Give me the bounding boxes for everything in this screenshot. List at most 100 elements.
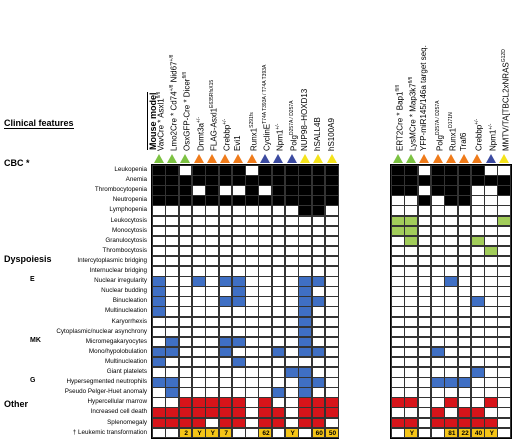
heatmap-cell [391,185,405,196]
model-label: OsxGFP-Cre * Dicerfl/fl [180,72,193,151]
heatmap-cell [470,255,485,267]
heatmap-cell [311,336,326,348]
model-label: Crebbp+/- [472,119,485,151]
heatmap-cell [218,195,233,206]
heatmap-cell [311,306,326,317]
heatmap-cell [298,397,313,408]
heatmap-cell [470,387,485,398]
heatmap-cell [191,296,206,307]
heatmap-cell [178,245,193,257]
heatmap-cell [470,185,485,196]
row-label: Mono/hypolobulation [88,347,147,355]
leukemic-transformation-value: 62 [262,429,270,437]
heatmap-cell [484,316,498,328]
heatmap-cell [298,205,313,216]
heatmap-cell [444,175,458,186]
heatmap-cell [245,195,259,206]
heatmap-cell [470,397,485,408]
heatmap-cell [298,356,313,368]
heatmap-cell [218,346,233,358]
heatmap-cell [484,255,498,267]
model-name: NUP98–HOXD13 [299,88,309,151]
heatmap-cell [457,306,472,317]
heatmap-cell [271,407,286,418]
heatmap-cell [205,276,219,287]
heatmap-cell [231,346,246,358]
heatmap-cell [152,336,166,348]
heatmap-cell [444,316,458,328]
model-label: PolgD257A / D257A [287,101,300,151]
heatmap-cell [178,367,193,378]
heatmap-cell [271,377,286,388]
row-label-box: Mono/hypolobulation [0,348,147,358]
row-label-box: Binucleation [0,297,147,307]
heatmap-cell [324,165,339,176]
heatmap-cell [497,397,512,408]
model-superscript: D257A / D257A [288,100,295,135]
heatmap-cell [484,377,498,388]
heatmap-cell [430,407,445,418]
heatmap-cell [444,276,458,287]
heatmap-cell [324,286,339,297]
heatmap-cell [391,276,405,287]
heatmap-cell [430,377,445,388]
heatmap-cell [417,427,432,439]
heatmap-cell [258,387,273,398]
heatmap-cell [484,286,498,297]
model-superscript: fl/fl [155,91,162,99]
heatmap-cell [258,407,273,418]
model-triangle-icon [299,154,310,163]
heatmap-cell [271,326,286,338]
row-label: Cytoplasmic/nuclear asynchrony [56,327,147,335]
row-label: Multinucleation [104,357,147,365]
heatmap-cell [324,266,339,277]
row-label-box: Granulocytosis [0,237,147,247]
model-superscript: D171N [447,112,454,128]
heatmap-cell [271,276,286,287]
heatmap-cell [191,306,206,317]
heatmap-cell [285,266,299,277]
heatmap-cell [470,367,485,378]
heatmap-cell [311,316,326,328]
model-name: Evi1 [233,135,243,151]
model-triangle-icon [193,154,204,163]
heatmap-cell [245,245,259,257]
heatmap-cell [271,346,286,358]
heatmap-cell [324,356,339,368]
heatmap-cell [404,306,419,317]
heatmap-cell [218,276,233,287]
heatmap-cell [470,316,485,328]
heatmap-cell [430,356,445,368]
heatmap-cell [417,387,432,398]
model-name: Npm1 [488,129,498,151]
model-label: FLAG-Asxl1E635RfsX15 [207,80,220,151]
heatmap-cell [470,356,485,368]
heatmap-cell [245,306,259,317]
heatmap-cell [258,235,273,247]
row-label-box: Anemia [0,176,147,186]
heatmap-cell [165,377,180,388]
heatmap-cell [497,336,512,348]
heatmap-cell [205,185,219,196]
heatmap-cell [444,255,458,267]
heatmap-cell [231,306,246,317]
heatmap-cell [311,296,326,307]
heatmap-cell [404,225,419,237]
heatmap-cell [245,286,259,297]
row-label: Leukocytosis [110,216,147,224]
heatmap-cell [178,336,193,348]
heatmap-cell [417,346,432,358]
heatmap-cell [258,276,273,287]
heatmap-cell [484,346,498,358]
leukemic-transformation-value: 81 [448,429,456,437]
heatmap-cell [311,326,326,338]
heatmap-cell [324,245,339,257]
row-label: Karyorrhexis [111,317,147,325]
heatmap-cell [178,175,193,186]
heatmap-cell [470,235,485,247]
heatmap-cell [231,185,246,196]
heatmap-cell [430,225,445,237]
heatmap-cell [311,185,326,196]
heatmap-cell [152,175,166,186]
heatmap-cell [298,225,313,237]
